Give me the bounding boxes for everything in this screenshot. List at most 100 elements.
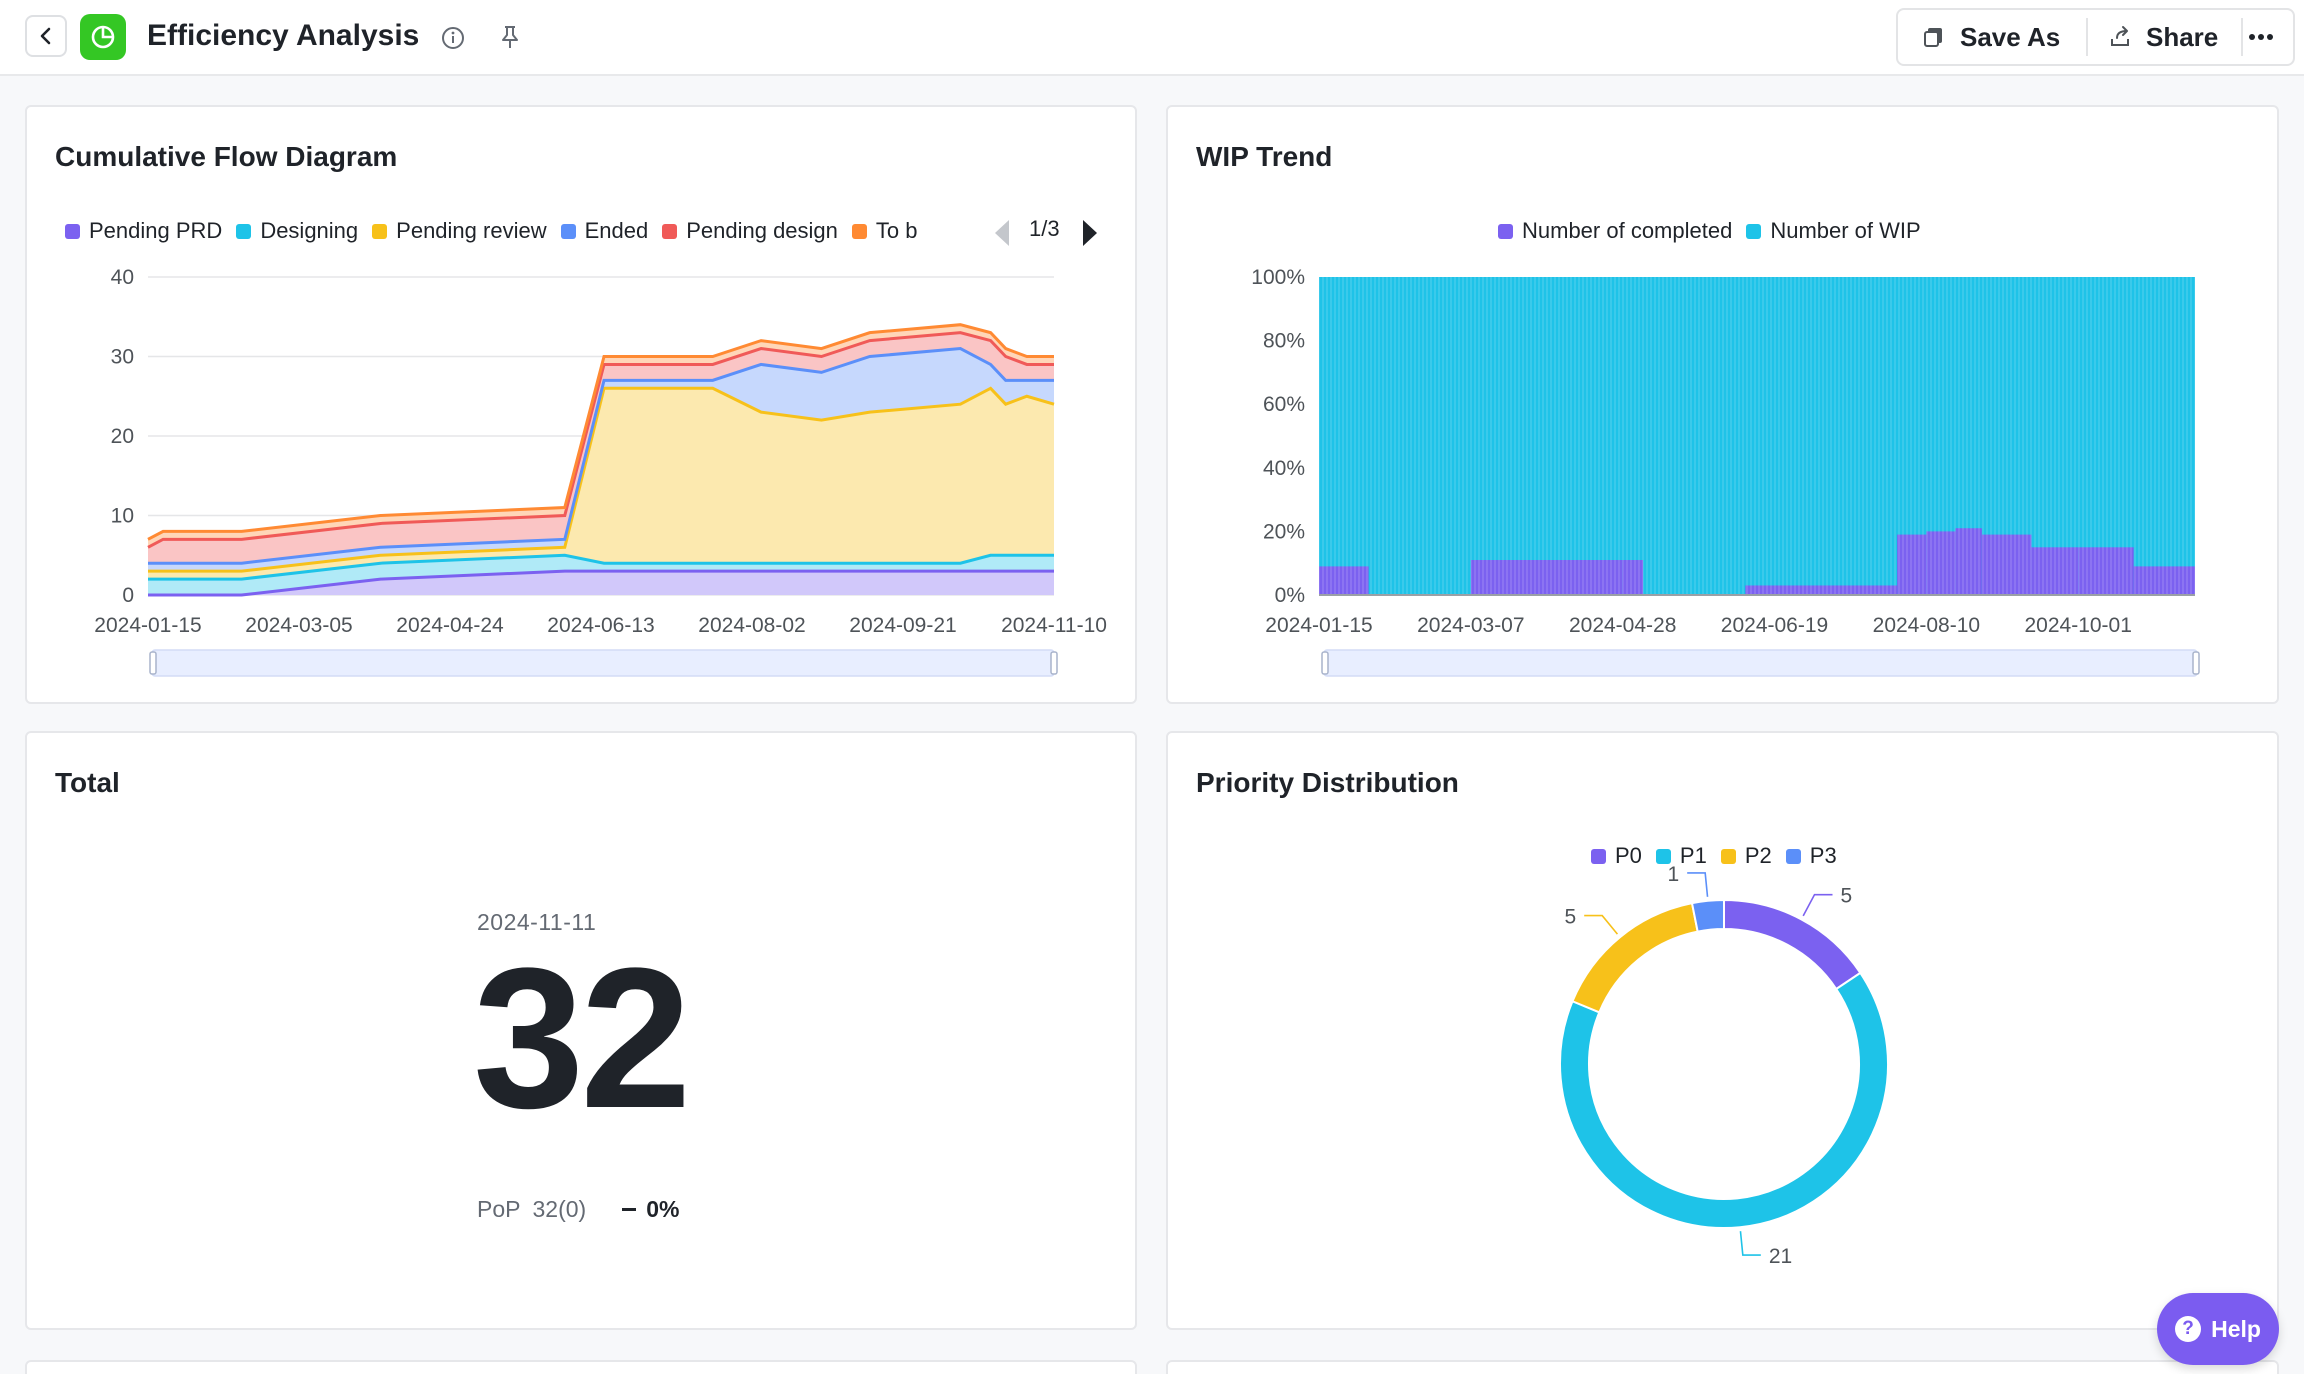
info-icon[interactable] bbox=[440, 25, 466, 51]
cfd-area-ended bbox=[148, 348, 1054, 572]
legend-swatch bbox=[1785, 848, 1801, 864]
priority-legend-item[interactable]: P2 bbox=[1720, 843, 1772, 869]
wip-bar-completed bbox=[1897, 534, 1927, 595]
cfd-legend: Pending PRD Designing Pending review End… bbox=[65, 218, 1001, 244]
wip-bar-completed bbox=[1319, 566, 1369, 595]
cfd-legend-item[interactable]: Pending PRD bbox=[65, 218, 222, 244]
pie-chart-icon bbox=[91, 25, 115, 49]
total-card: Total 2024-11-11 32 PoP 32(0) 0% bbox=[25, 731, 1137, 1330]
help-label: Help bbox=[2211, 1315, 2261, 1342]
priority-legend-item[interactable]: P3 bbox=[1785, 843, 1837, 869]
legend-label: P3 bbox=[1809, 843, 1837, 868]
priority-legend-item[interactable]: P1 bbox=[1655, 843, 1707, 869]
share-button[interactable]: Share bbox=[2086, 18, 2241, 56]
share-label: Share bbox=[2146, 21, 2219, 52]
donut-slice-p0 bbox=[1723, 898, 1862, 991]
legend-label: Pending design bbox=[686, 218, 838, 243]
wip-zoom-handle-left bbox=[1321, 651, 1329, 675]
cfd-line-to-b bbox=[147, 323, 1054, 541]
action-button-group: Save As Share bbox=[1896, 8, 2295, 66]
wip-x-tick-label: 2024-01-15 bbox=[1265, 614, 1372, 637]
total-title: Total bbox=[55, 767, 120, 798]
cfd-line-pending-review bbox=[148, 386, 1055, 573]
wip-bar-completed bbox=[2133, 566, 2195, 595]
wip-x-tick-label: 2024-08-10 bbox=[1873, 614, 1980, 637]
donut-data-label: 21 bbox=[1769, 1245, 1792, 1268]
cfd-y-tick-label: 40 bbox=[111, 266, 134, 289]
donut-data-label: 1 bbox=[1667, 863, 1679, 886]
donut-slice-p1 bbox=[1559, 971, 1889, 1229]
total-date: 2024-11-11 bbox=[477, 909, 597, 935]
cfd-zoom-slider bbox=[151, 649, 1055, 677]
legend-label: Designing bbox=[260, 218, 359, 243]
priority-title: Priority Distribution bbox=[1196, 767, 1459, 798]
legend-next-icon[interactable] bbox=[1082, 220, 1098, 246]
total-value: 32 bbox=[473, 927, 691, 1150]
pop-label: PoP bbox=[477, 1196, 521, 1222]
wip-y-tick-label: 60% bbox=[1263, 393, 1305, 416]
cfd-line-ended bbox=[148, 347, 1054, 565]
pop-value: 32(0) bbox=[532, 1196, 587, 1222]
cfd-x-tick-label: 2024-11-10 bbox=[1001, 614, 1107, 637]
cfd-legend-item[interactable]: Ended bbox=[560, 218, 649, 244]
question-icon: ? bbox=[2175, 1316, 2202, 1342]
legend-swatch bbox=[560, 223, 576, 239]
cfd-area-pending-review bbox=[148, 388, 1054, 580]
wip-bar-completed bbox=[1981, 534, 2032, 595]
pin-icon[interactable] bbox=[498, 24, 522, 50]
cfd-legend-item[interactable]: Pending design bbox=[662, 218, 838, 244]
priority-legend-item[interactable]: P0 bbox=[1591, 843, 1642, 869]
page-title: Efficiency Analysis bbox=[147, 19, 420, 52]
cfd-legend-item[interactable]: Pending review bbox=[372, 218, 547, 244]
legend-label: P0 bbox=[1615, 843, 1642, 868]
copy-icon bbox=[1924, 28, 1942, 47]
legend-prev-icon[interactable] bbox=[994, 220, 1010, 246]
priority-card: Priority Distribution P0 P1 P2 P3 5 21 5 1 bbox=[1166, 731, 2279, 1330]
save-as-button[interactable]: Save As bbox=[1898, 10, 2086, 64]
wip-card: WIP Trend Number of completed Number of … bbox=[1166, 105, 2279, 704]
cfd-zoom-handle-left bbox=[149, 651, 157, 675]
donut-slice-p2 bbox=[1571, 901, 1699, 1014]
wip-bar-completed bbox=[1745, 585, 1810, 595]
wip-chart: 0% 20% 40% 60% 80% 100% 2024-01-15 2024-03-07 20… bbox=[1251, 266, 2200, 677]
wip-y-tick-label: 40% bbox=[1263, 457, 1305, 480]
wip-y-tick-label: 80% bbox=[1263, 330, 1305, 353]
legend-pager: 1/3 bbox=[1029, 216, 1060, 241]
wip-title: WIP Trend bbox=[1196, 141, 1333, 172]
cfd-legend-item[interactable]: Designing bbox=[236, 218, 358, 244]
legend-swatch bbox=[372, 223, 388, 239]
more-button[interactable] bbox=[2241, 18, 2293, 56]
donut-label-leader bbox=[1687, 872, 1709, 897]
wip-bar-completed bbox=[2031, 547, 2079, 595]
cfd-y-tick-label: 0 bbox=[122, 584, 134, 607]
wip-bar-completed bbox=[1622, 560, 1644, 595]
pop-row: PoP 32(0) 0% bbox=[477, 1196, 679, 1223]
wip-legend-item[interactable]: Number of completed bbox=[1498, 218, 1732, 244]
legend-label: P1 bbox=[1679, 843, 1707, 868]
cfd-y-tick-label: 20 bbox=[111, 425, 134, 448]
legend-swatch bbox=[236, 223, 252, 239]
wip-x-tick-label: 2024-03-07 bbox=[1417, 614, 1524, 637]
cfd-x-tick-label: 2024-06-13 bbox=[547, 614, 654, 637]
legend-label: Ended bbox=[584, 218, 649, 243]
wip-y-tick-label: 0% bbox=[1275, 584, 1305, 607]
cfd-legend-item[interactable]: To b bbox=[851, 218, 918, 244]
legend-label: P2 bbox=[1744, 843, 1772, 868]
back-button[interactable] bbox=[25, 15, 67, 57]
next-card-left bbox=[25, 1360, 1137, 1374]
donut-data-label: 5 bbox=[1565, 906, 1577, 929]
wip-legend: Number of completed Number of WIP bbox=[1498, 218, 1935, 244]
wip-legend-item[interactable]: Number of WIP bbox=[1746, 218, 1921, 244]
cfd-y-tick-label: 10 bbox=[111, 505, 134, 528]
cfd-x-tick-label: 2024-04-24 bbox=[396, 614, 504, 637]
legend-label: Number of completed bbox=[1522, 218, 1733, 243]
chevron-left-icon bbox=[40, 27, 51, 45]
wip-area-number-of-wip bbox=[1319, 277, 2195, 595]
cfd-title: Cumulative Flow Diagram bbox=[55, 141, 398, 172]
wip-bar-completed bbox=[1955, 528, 1982, 595]
donut-slice-p3 bbox=[1690, 898, 1725, 933]
help-button[interactable]: ? Help bbox=[2157, 1293, 2279, 1365]
share-icon bbox=[2111, 26, 2129, 46]
donut-label-leader bbox=[1584, 914, 1619, 935]
donut-label-leader bbox=[1739, 1231, 1761, 1256]
